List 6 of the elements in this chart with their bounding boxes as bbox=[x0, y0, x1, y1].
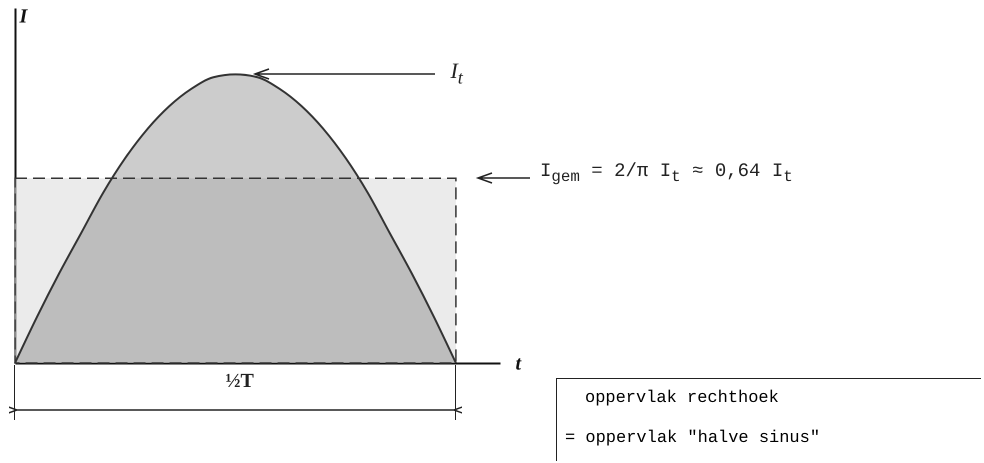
text: ½T bbox=[225, 370, 254, 393]
y-axis-title: I bbox=[18, 6, 28, 28]
x-axis-title: t bbox=[516, 352, 522, 374]
annotation: I$_{t}$ bbox=[450, 58, 463, 89]
band-label: I$_{gem}$ = 2/π I$_{t}$ ≈ 0,64 I$_{t}$ bbox=[540, 160, 793, 186]
note-box: oppervlak rechthoek = oppervlak "halve sinus" bbox=[556, 378, 981, 461]
